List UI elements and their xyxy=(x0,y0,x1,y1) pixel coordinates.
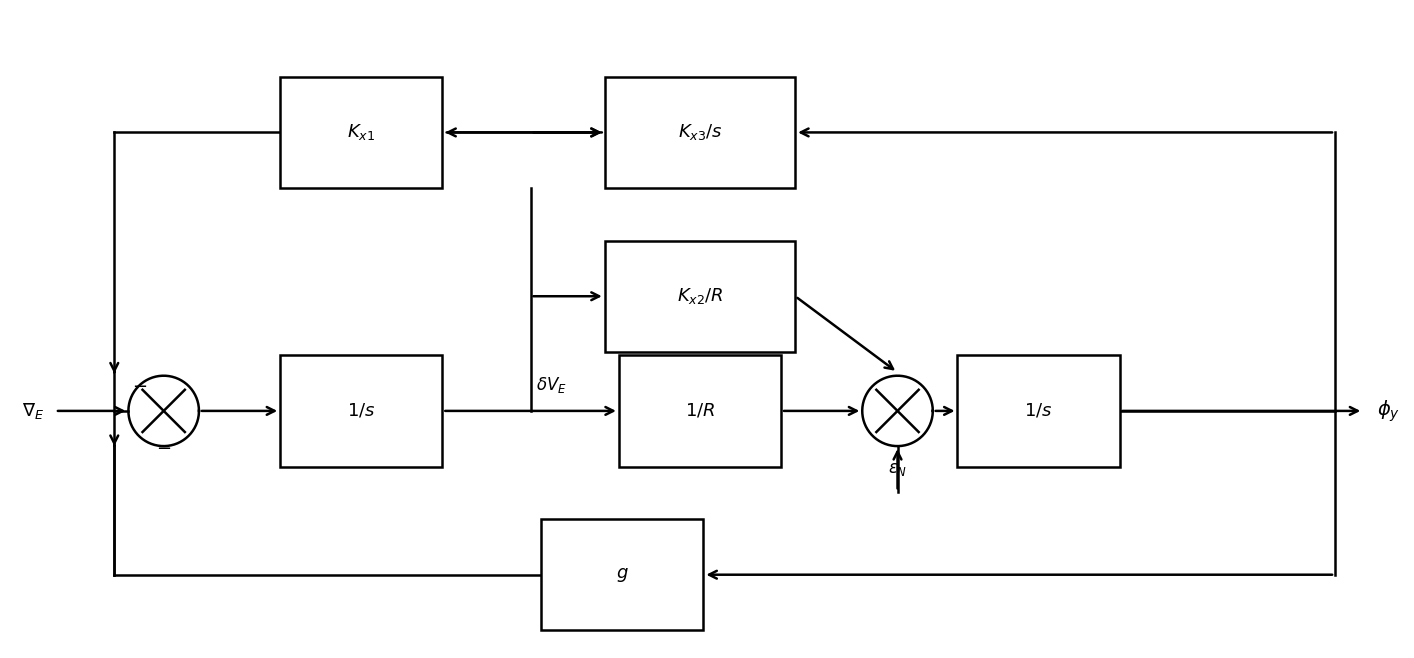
Text: $\delta V_{E}$: $\delta V_{E}$ xyxy=(536,374,567,395)
Bar xyxy=(619,355,781,467)
Bar xyxy=(605,241,795,352)
Text: $\nabla_{E}$: $\nabla_{E}$ xyxy=(21,401,44,421)
Text: $g$: $g$ xyxy=(617,566,629,584)
Bar xyxy=(542,519,704,630)
Text: $K_{x2}/R$: $K_{x2}/R$ xyxy=(677,286,723,306)
Bar xyxy=(957,355,1120,467)
Bar xyxy=(280,355,443,467)
Text: $1/s$: $1/s$ xyxy=(346,402,376,420)
Bar xyxy=(280,77,443,188)
Text: $\phi_{y}$: $\phi_{y}$ xyxy=(1377,398,1400,424)
Text: $\varepsilon_{N}$: $\varepsilon_{N}$ xyxy=(888,461,908,478)
Text: $-$: $-$ xyxy=(132,376,147,393)
Text: $1/R$: $1/R$ xyxy=(684,402,715,420)
Text: $-$: $-$ xyxy=(156,438,171,456)
Text: $1/s$: $1/s$ xyxy=(1024,402,1053,420)
Text: $K_{x3}/s$: $K_{x3}/s$ xyxy=(677,122,723,142)
Bar xyxy=(605,77,795,188)
Text: $K_{x1}$: $K_{x1}$ xyxy=(348,122,375,142)
